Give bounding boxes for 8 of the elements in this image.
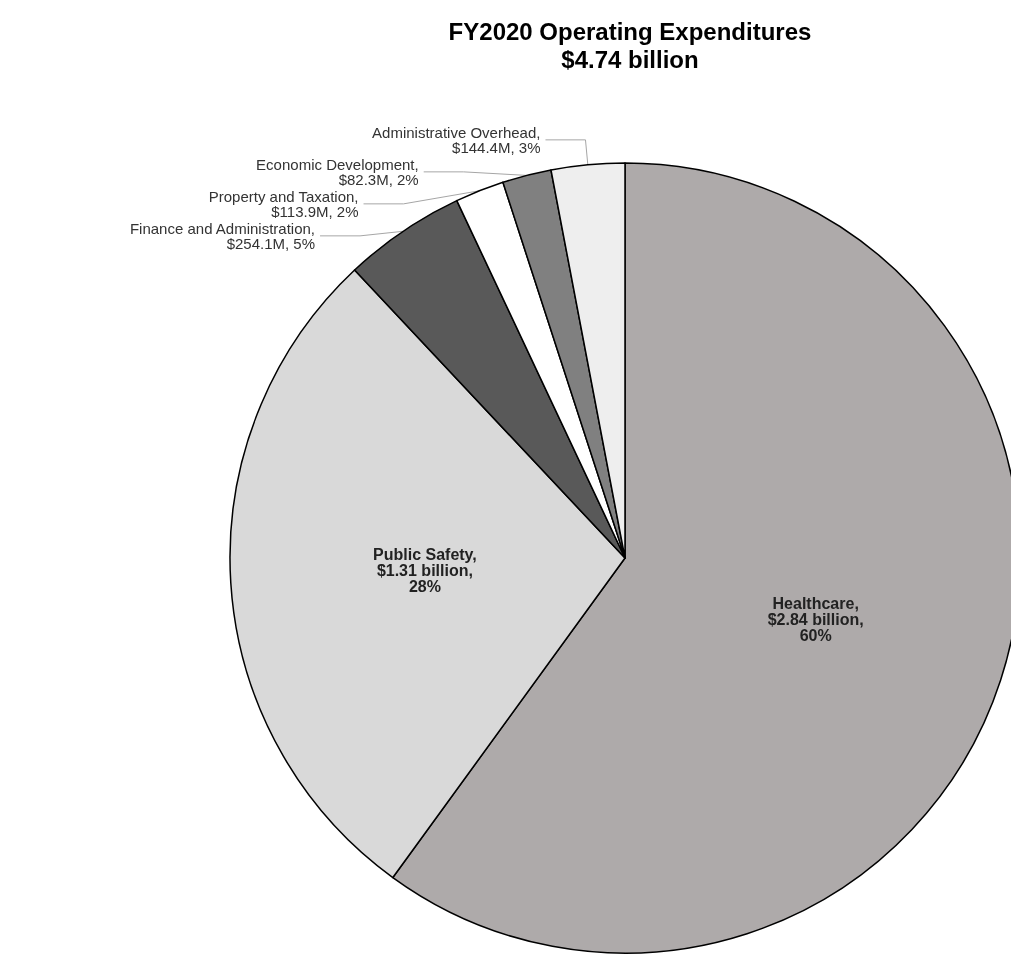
slice-label: Property and Taxation, $113.9M, 2% [208,187,359,220]
slice-label: Administrative Overhead, $144.4M, 3% [372,123,541,156]
slice-label: Public Safety, $1.31 billion, 28% [373,546,477,596]
slice-label: Healthcare, $2.84 billion, 60% [767,595,864,645]
slice-label: Economic Development, $82.3M, 2% [256,155,419,188]
chart-title: FY2020 Operating Expenditures [448,17,812,45]
chart-subtitle: $4.74 billion [561,45,699,73]
slice-label: Finance and Administration, $254.1M, 5% [129,219,316,252]
